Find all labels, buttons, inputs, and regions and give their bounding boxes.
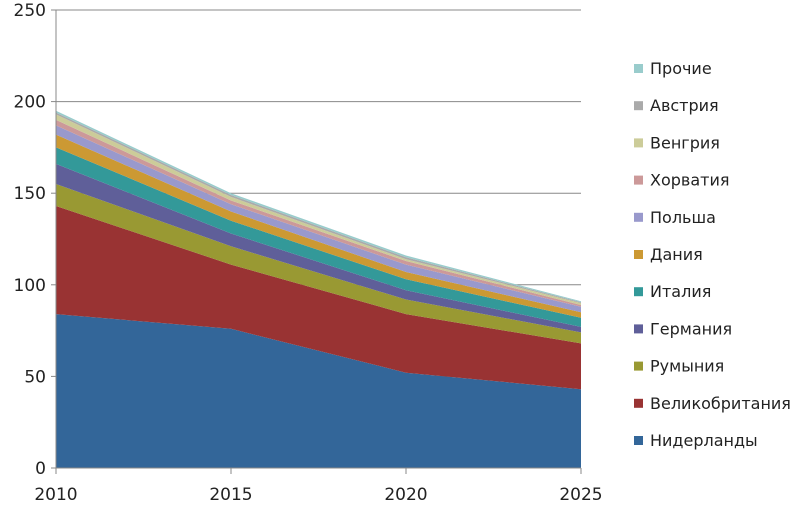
x-tick-label: 2010	[34, 485, 77, 505]
legend-swatch	[634, 212, 643, 222]
legend-label: Германия	[650, 319, 732, 338]
legend-swatch	[634, 398, 643, 408]
area-series-1	[56, 206, 581, 390]
y-tick-label: 0	[35, 459, 46, 479]
legend-label: Хорватия	[650, 171, 729, 190]
legend-swatch	[634, 64, 643, 73]
legend-swatch	[634, 361, 643, 371]
legend-swatch	[634, 436, 643, 445]
legend-label: Румыния	[650, 357, 724, 376]
legend-label: Нидерланды	[650, 431, 758, 450]
x-tick-label: 2015	[209, 485, 252, 505]
area-series-4	[56, 147, 581, 327]
chart-areas	[56, 110, 581, 468]
legend-label: Италия	[650, 282, 711, 301]
y-tick-label: 150	[14, 184, 46, 204]
legend-swatch	[634, 175, 643, 185]
legend-label: Дания	[650, 245, 703, 264]
area-series-0	[56, 314, 581, 468]
legend-label: Прочие	[650, 59, 712, 78]
legend-swatch	[634, 250, 643, 259]
legend-swatch	[634, 101, 643, 111]
legend-label: Великобритания	[650, 394, 791, 413]
legend-swatch	[634, 287, 643, 297]
x-axis-ticks: 2010 2015 2020 2025	[34, 468, 603, 505]
legend-swatch	[634, 138, 643, 148]
y-axis-ticks: 0 50 100 150 200 250	[14, 1, 56, 479]
y-tick-label: 50	[24, 367, 46, 387]
y-tick-label: 250	[14, 1, 46, 21]
legend-label: Венгрия	[650, 133, 720, 152]
chart-axes	[55, 10, 581, 469]
legend: Прочие Австрия Венгрия Хорватия Польша Дания И…	[634, 59, 791, 450]
x-tick-label: 2025	[559, 485, 602, 505]
legend-label: Австрия	[650, 96, 719, 115]
y-tick-label: 200	[14, 93, 46, 113]
legend-swatch	[634, 324, 643, 334]
x-tick-label: 2020	[384, 485, 427, 505]
area-series-2	[56, 184, 581, 344]
y-tick-label: 100	[14, 276, 46, 296]
legend-label: Польша	[650, 208, 716, 227]
